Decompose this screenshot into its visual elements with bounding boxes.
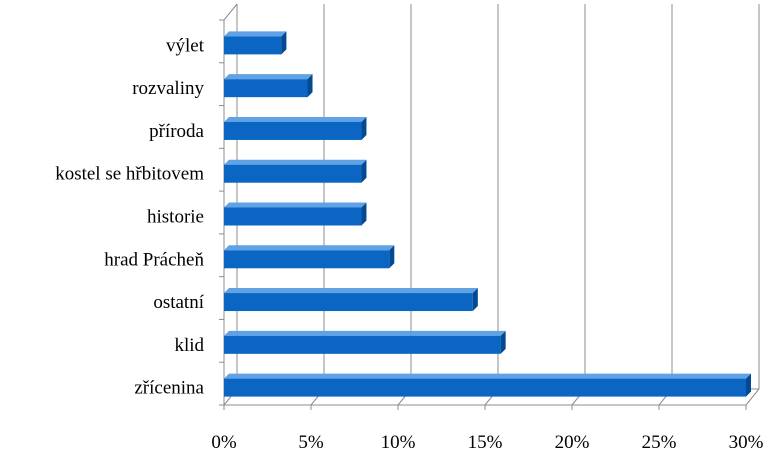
x-tick-labels: 0% 5% 10% 15% 20% 25% 30% [211, 432, 763, 453]
bar-front-face [224, 36, 282, 55]
category-label: příroda [149, 121, 204, 142]
gridlines [223, 4, 760, 406]
x-tick-label: 10% [381, 432, 416, 453]
bar-front-face [224, 250, 390, 269]
bar-end-face [746, 373, 751, 397]
bar-top-face [224, 245, 395, 251]
bar-front-face [224, 79, 308, 98]
bar [224, 330, 506, 354]
floor-gridline [745, 388, 760, 406]
bar-end-face [361, 202, 367, 226]
bar-front-face [224, 378, 746, 397]
category-label: zřícenina [134, 378, 204, 399]
bar [224, 373, 751, 397]
x-tick-label: 20% [555, 432, 590, 453]
x-tick-label: 0% [211, 432, 237, 453]
bar-top-face [224, 74, 313, 80]
bar-end-face [307, 74, 313, 98]
bar-front-face [224, 293, 473, 312]
bar-top-face [224, 202, 367, 208]
category-label: výlet [166, 35, 205, 56]
bar-end-face [500, 330, 506, 354]
bar-end-face [361, 159, 367, 183]
category-labels: výlet rozvaliny příroda kostel se hřbitovem… [55, 35, 205, 398]
x-tick-label: 25% [642, 432, 677, 453]
category-label: rozvaliny [132, 78, 204, 99]
bar [224, 245, 395, 269]
x-tick-label: 15% [468, 432, 503, 453]
category-label: historie [147, 207, 204, 228]
bar [224, 159, 367, 183]
bar-top-face [224, 31, 287, 37]
category-label: ostatní [153, 292, 204, 313]
bar [224, 202, 367, 226]
bar [224, 116, 367, 140]
bar [224, 74, 313, 98]
bar-front-face [224, 335, 501, 354]
bar-end-face [361, 116, 367, 140]
bar [224, 288, 478, 312]
x-tick-label: 30% [729, 432, 764, 453]
bar-front-face [224, 121, 362, 140]
category-label: kostel se hřbitovem [55, 164, 204, 185]
bar-front-face [224, 207, 362, 226]
bar-end-face [281, 31, 287, 55]
bar-top-face [224, 288, 478, 294]
category-label: klid [174, 335, 204, 356]
bar-front-face [224, 164, 362, 183]
wall-top-edge [223, 3, 238, 21]
bar-top-face [224, 116, 367, 122]
bar-top-face [224, 159, 367, 165]
category-label: hrad Prácheň [104, 249, 204, 270]
bar-end-face [472, 288, 478, 312]
x-tick-label: 5% [298, 432, 324, 453]
bar-top-face [224, 330, 506, 336]
bar-top-face [224, 373, 751, 379]
bars [224, 31, 751, 397]
bar [224, 31, 287, 55]
bar-end-face [389, 245, 395, 269]
